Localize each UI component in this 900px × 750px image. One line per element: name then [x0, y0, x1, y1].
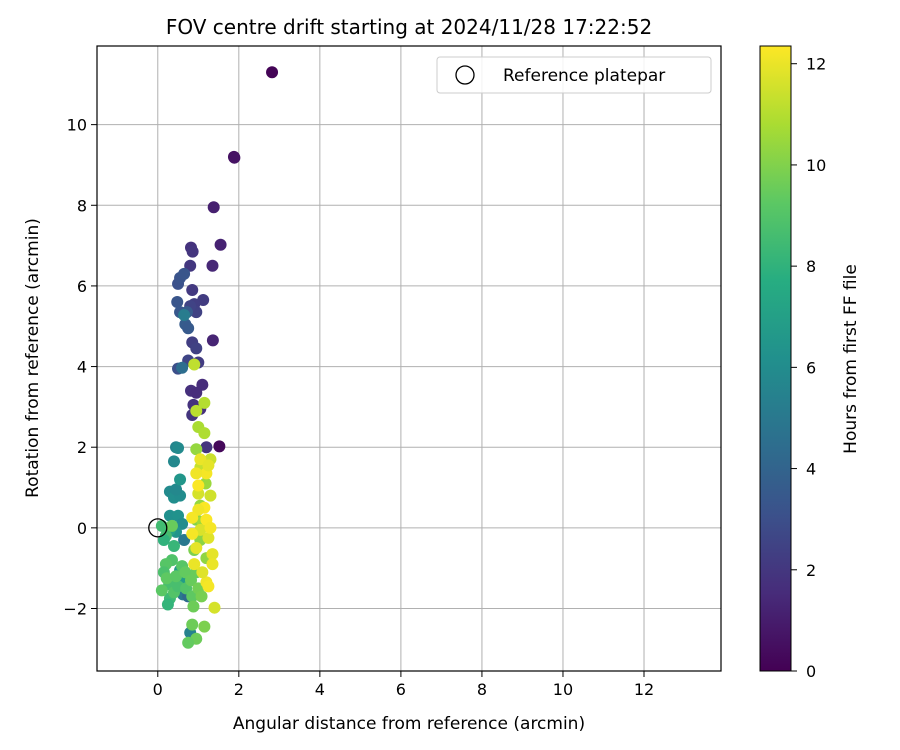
data-point	[187, 600, 200, 613]
legend-marker	[455, 65, 475, 85]
data-point	[198, 396, 211, 409]
data-point	[182, 322, 195, 335]
data-point	[188, 558, 201, 571]
legend-box	[436, 56, 712, 94]
colorbar-tick-label: 0	[806, 662, 816, 681]
data-point	[206, 259, 219, 272]
reference-platepar-marker	[148, 518, 168, 538]
data-point	[206, 558, 219, 571]
data-point	[207, 201, 220, 214]
colorbar-tick-label: 10	[806, 156, 826, 175]
axis-ticks: 0 2 4 6 8 10 12 −2 0 2 4 6 8 10	[63, 116, 654, 699]
data-point	[200, 441, 213, 454]
data-point	[186, 618, 199, 631]
data-point	[190, 342, 203, 355]
y-tick-label: 2	[77, 438, 87, 457]
y-tick-label: 6	[77, 277, 87, 296]
data-point	[155, 584, 168, 597]
data-point	[174, 473, 187, 486]
data-point	[182, 636, 195, 649]
x-tick-label: 8	[477, 680, 487, 699]
data-point	[190, 542, 203, 555]
data-points	[155, 66, 279, 649]
x-tick-label: 2	[234, 680, 244, 699]
data-point	[206, 334, 219, 347]
colorbar-tick-label: 2	[806, 561, 816, 580]
legend-entry-label: Reference platepar	[503, 66, 665, 86]
data-point	[167, 540, 180, 552]
legend: Reference platepar	[436, 56, 712, 94]
data-point	[196, 566, 209, 579]
data-point	[161, 598, 174, 611]
x-tick-label: 10	[553, 680, 573, 699]
x-tick-label: 4	[315, 680, 325, 699]
data-point	[192, 479, 205, 492]
y-axis-label: Rotation from reference (arcmin)	[23, 218, 43, 498]
data-point	[190, 467, 203, 480]
data-point	[178, 267, 191, 280]
x-axis-label: Angular distance from reference (arcmin)	[233, 714, 585, 734]
y-tick-label: −2	[63, 600, 87, 619]
data-point	[186, 511, 199, 524]
colorbar-tick-label: 12	[806, 55, 826, 74]
y-tick-label: 0	[77, 519, 87, 538]
data-point	[190, 404, 203, 417]
data-point	[186, 283, 199, 296]
data-point	[190, 386, 203, 399]
data-point	[198, 427, 211, 440]
data-point	[202, 459, 215, 472]
colorbar-gradient	[759, 45, 792, 672]
data-point	[198, 620, 211, 633]
data-point	[186, 527, 199, 540]
y-tick-label: 4	[77, 358, 87, 377]
data-point	[170, 483, 183, 496]
colorbar-tick-label: 8	[806, 257, 816, 276]
colorbar-ticks: 0 2 4 6 8 10 12	[791, 55, 826, 681]
data-point	[266, 66, 279, 79]
data-point	[170, 570, 183, 583]
colorbar-tick-label: 6	[806, 358, 816, 377]
data-point	[228, 151, 241, 164]
data-point	[213, 440, 226, 453]
data-point	[214, 238, 227, 251]
data-point	[171, 296, 184, 309]
data-point	[190, 443, 203, 456]
data-point	[165, 519, 178, 532]
data-point	[204, 521, 217, 534]
data-point	[202, 580, 215, 593]
data-point	[167, 455, 180, 468]
data-point	[176, 361, 189, 374]
data-point	[188, 358, 201, 371]
data-point	[172, 442, 185, 455]
x-tick-label: 0	[153, 680, 163, 699]
y-tick-label: 10	[67, 116, 87, 135]
data-point	[160, 572, 173, 585]
data-point	[197, 294, 210, 307]
data-point	[206, 548, 219, 561]
reference-marker-layer	[148, 518, 168, 538]
chart-title: FOV centre drift starting at 2024/11/28 …	[166, 15, 652, 39]
data-point	[204, 489, 217, 502]
plot-frame	[96, 45, 722, 672]
data-point	[157, 533, 170, 546]
data-point	[202, 531, 215, 544]
colorbar: 0 2 4 6 8 10 12 Hours from first FF file	[759, 45, 861, 681]
colorbar-tick-label: 4	[806, 460, 816, 479]
colorbar-label: Hours from first FF file	[841, 264, 861, 454]
x-tick-label: 12	[634, 680, 654, 699]
data-point	[208, 601, 221, 614]
data-point	[186, 245, 199, 258]
y-tick-label: 8	[77, 196, 87, 215]
data-point	[178, 308, 191, 321]
x-tick-label: 6	[396, 680, 406, 699]
data-point	[195, 590, 208, 603]
